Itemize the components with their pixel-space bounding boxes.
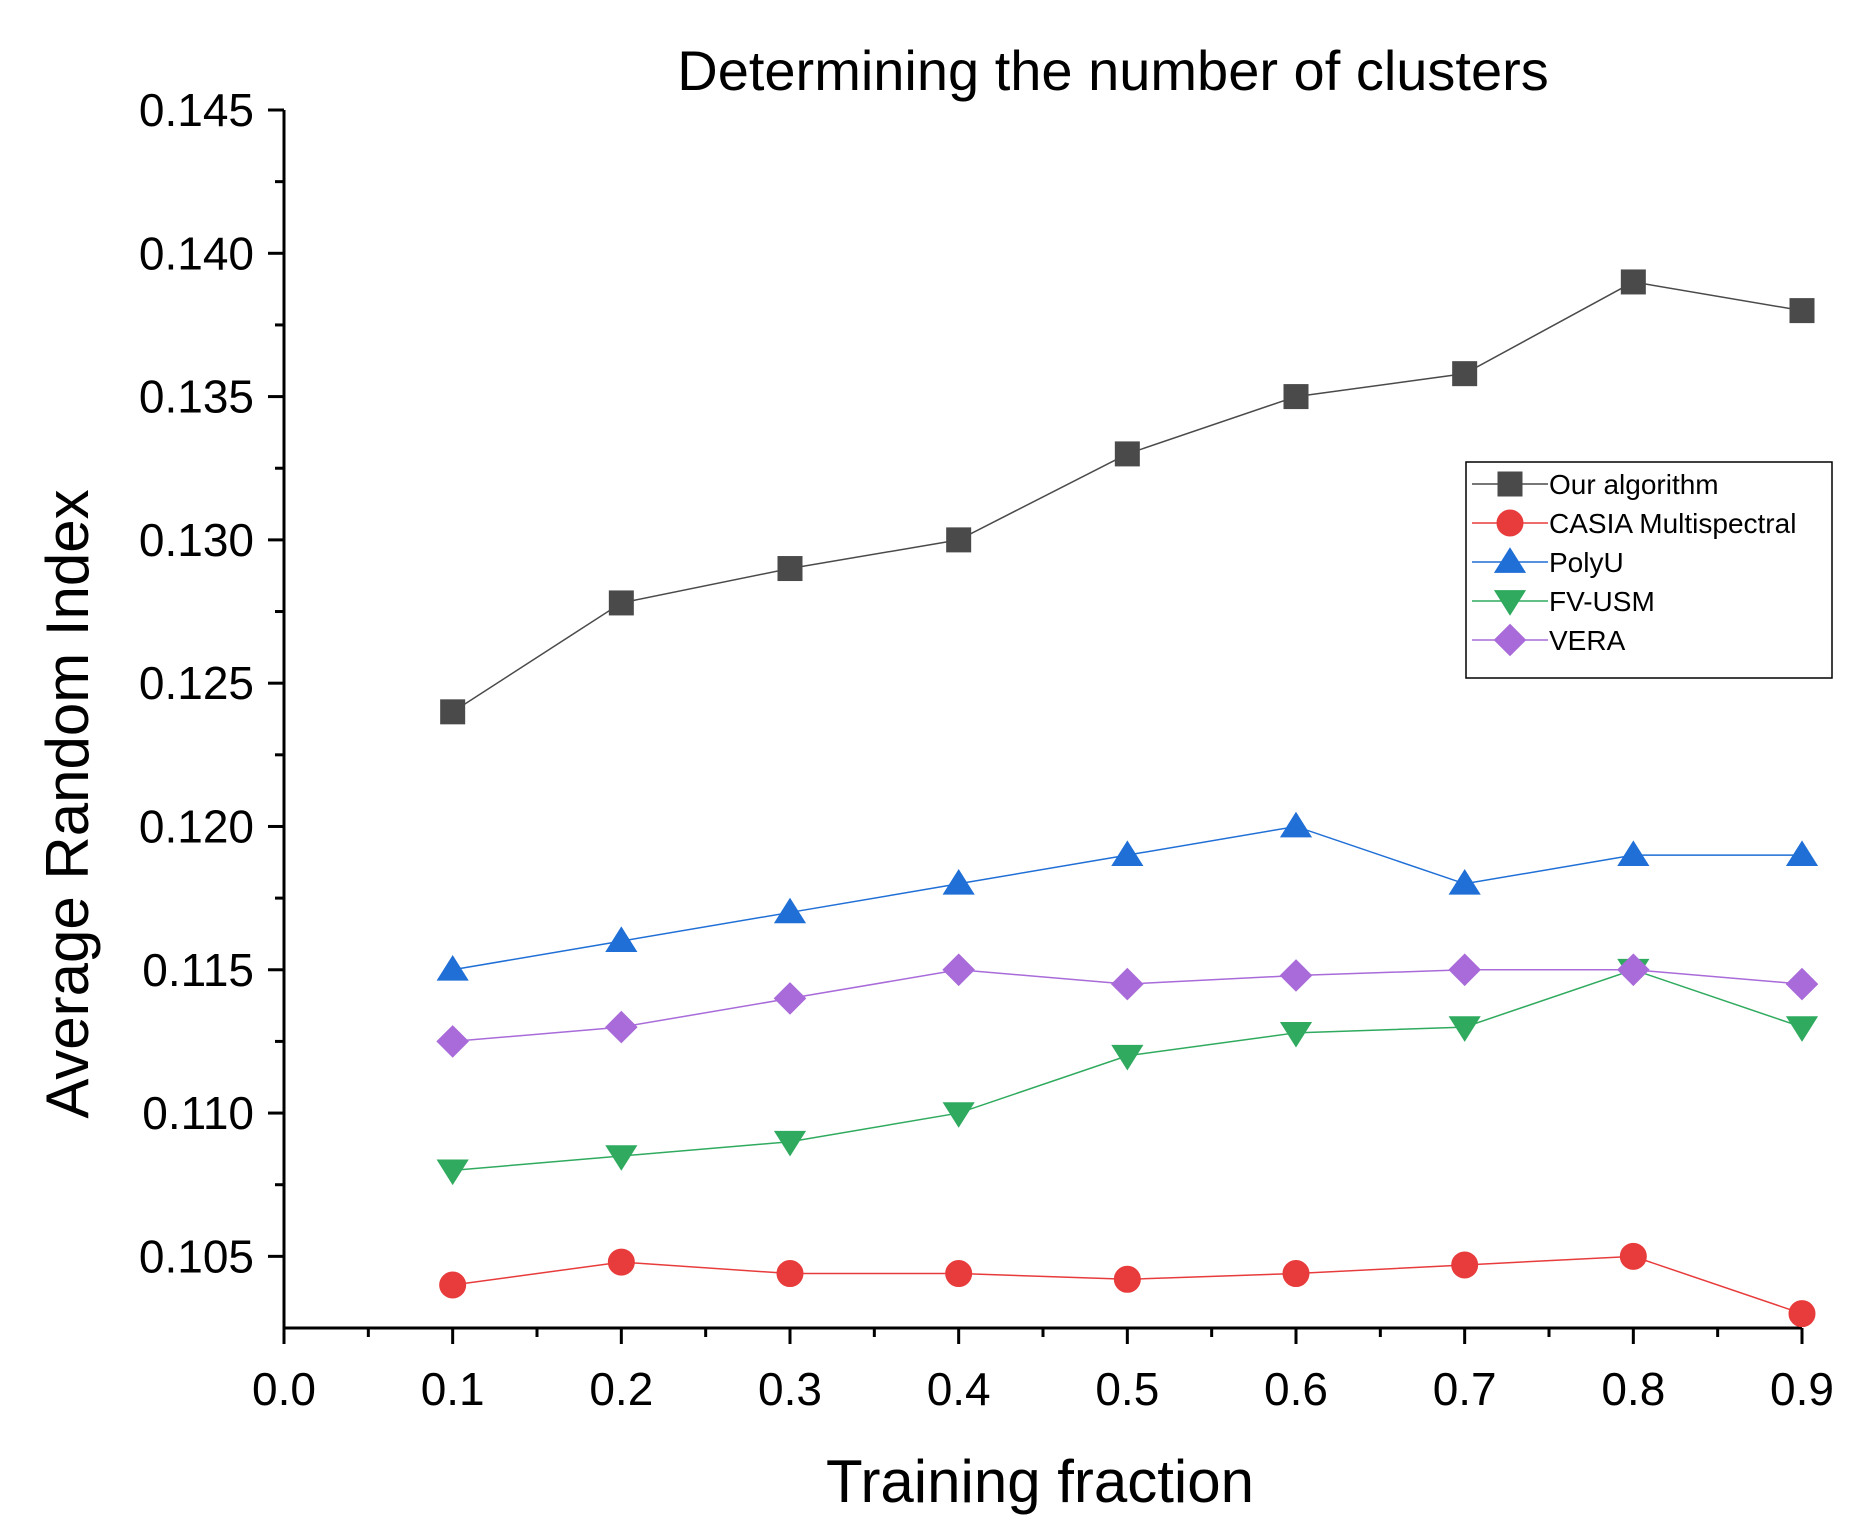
- x-tick-label: 0.7: [1433, 1363, 1497, 1415]
- data-point: [436, 1025, 469, 1058]
- data-point: [605, 1010, 638, 1044]
- data-point: [942, 953, 975, 987]
- y-tick-label: 0.110: [142, 1087, 254, 1139]
- y-tick-label: 0.105: [139, 1230, 254, 1282]
- legend-marker: [1497, 471, 1523, 497]
- data-point: [1111, 840, 1144, 866]
- data-point: [946, 527, 972, 553]
- data-point: [1620, 269, 1646, 295]
- data-point: [777, 556, 803, 582]
- legend-label: Our algorithm: [1549, 469, 1719, 500]
- data-point: [1448, 869, 1481, 895]
- y-axis-label: Average Random Index: [34, 489, 101, 1118]
- data-point: [440, 699, 466, 725]
- y-tick-label: 0.120: [139, 800, 254, 852]
- y-tick-label: 0.130: [139, 514, 254, 566]
- data-point: [1785, 840, 1819, 866]
- data-point: [1283, 384, 1309, 410]
- data-point: [1279, 1021, 1313, 1048]
- legend-box: [1465, 461, 1833, 679]
- data-point: [1279, 959, 1313, 992]
- x-tick-label: 0.4: [927, 1363, 991, 1415]
- legend: Our algorithm CASIA Multispectral PolyU FV-…: [1465, 461, 1833, 679]
- axes: 0.0 0.1 0.2 0.3 0.4 0.5 0.6 0.7 0.8 0.9 0.105 0.110…: [139, 84, 1834, 1415]
- legend-marker: [1496, 509, 1524, 537]
- data-point: [605, 1145, 638, 1171]
- data-point: [1785, 967, 1819, 1001]
- data-point: [942, 1102, 975, 1128]
- data-point: [439, 1271, 467, 1299]
- legend-item: VERA: [1472, 623, 1626, 657]
- x-tick-label: 0.3: [758, 1363, 822, 1415]
- data-point: [776, 1260, 804, 1288]
- data-point: [1788, 1300, 1816, 1328]
- data-point: [436, 955, 469, 981]
- data-point: [1114, 441, 1140, 467]
- data-point: [1111, 967, 1144, 1001]
- legend-marker: [1493, 623, 1527, 657]
- legend-label: VERA: [1549, 625, 1626, 656]
- data-point: [1619, 1242, 1647, 1270]
- series-fv-usm: [436, 958, 1819, 1186]
- legend-item: FV-USM: [1472, 586, 1655, 617]
- data-point: [1448, 953, 1481, 987]
- series-casia-multispectral: [439, 1242, 1816, 1328]
- data-point: [1785, 1016, 1819, 1042]
- data-point: [1451, 1251, 1479, 1279]
- data-point: [1617, 953, 1650, 987]
- data-point: [1113, 1265, 1141, 1293]
- series-layer: [436, 269, 1819, 1328]
- legend-label: FV-USM: [1549, 586, 1655, 617]
- data-point: [608, 590, 634, 616]
- data-point: [1617, 840, 1650, 866]
- data-point: [1282, 1260, 1310, 1288]
- data-point: [945, 1260, 973, 1288]
- y-tick-label: 0.145: [139, 84, 254, 136]
- data-point: [436, 1159, 469, 1186]
- x-tick-label: 0.0: [252, 1363, 316, 1415]
- data-point: [1279, 811, 1313, 838]
- data-point: [773, 897, 807, 924]
- legend-marker: [1493, 590, 1527, 616]
- x-axis-label: Training fraction: [826, 1448, 1254, 1515]
- x-tick-label: 0.1: [421, 1363, 485, 1415]
- series-polyu: [436, 811, 1819, 981]
- legend-item: CASIA Multispectral: [1472, 508, 1796, 539]
- y-tick-label: 0.115: [142, 944, 254, 996]
- x-tick-label: 0.2: [589, 1363, 653, 1415]
- y-tick-label: 0.140: [139, 227, 254, 279]
- legend-label: PolyU: [1549, 547, 1624, 578]
- x-tick-label: 0.8: [1601, 1363, 1665, 1415]
- y-tick-label: 0.135: [139, 371, 254, 423]
- x-tick-label: 0.6: [1264, 1363, 1328, 1415]
- chart-title: Determining the number of clusters: [677, 39, 1549, 102]
- data-point: [942, 869, 975, 895]
- legend-label: CASIA Multispectral: [1549, 508, 1796, 539]
- x-tick-label: 0.5: [1095, 1363, 1159, 1415]
- data-point: [773, 982, 807, 1015]
- series-vera: [436, 953, 1819, 1058]
- legend-item: PolyU: [1472, 547, 1624, 578]
- legend-marker: [1493, 547, 1527, 573]
- x-tick-label: 0.9: [1770, 1363, 1834, 1415]
- data-point: [773, 1130, 807, 1157]
- legend-item: Our algorithm: [1472, 469, 1719, 500]
- data-point: [1789, 298, 1815, 324]
- data-point: [1448, 1016, 1481, 1042]
- data-point: [605, 926, 638, 952]
- data-point: [607, 1248, 635, 1276]
- series-our-algorithm: [440, 269, 1815, 725]
- data-point: [1111, 1044, 1144, 1071]
- data-point: [1452, 361, 1478, 387]
- y-tick-label: 0.125: [139, 657, 254, 709]
